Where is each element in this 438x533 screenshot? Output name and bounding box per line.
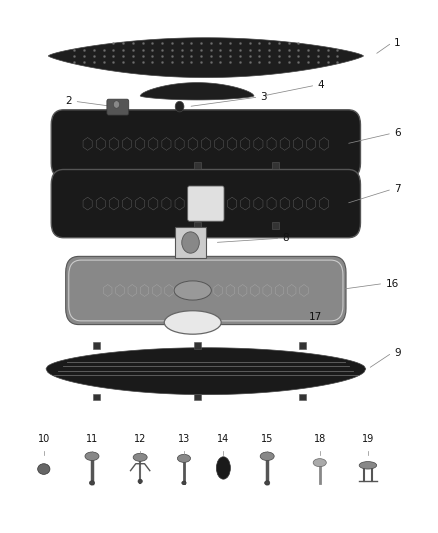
Text: 12: 12 [134,434,146,444]
Bar [194,393,201,400]
Text: 1: 1 [394,38,401,47]
Ellipse shape [89,481,95,485]
Text: 14: 14 [217,434,230,444]
Text: 10: 10 [38,434,50,444]
Text: 7: 7 [394,184,401,194]
Text: 9: 9 [394,348,401,358]
Polygon shape [48,38,364,77]
Bar [299,342,306,349]
Text: 3: 3 [261,92,267,102]
Text: 13: 13 [178,434,190,444]
Bar [194,342,201,349]
Ellipse shape [265,481,270,485]
Ellipse shape [359,462,377,469]
Ellipse shape [38,464,50,474]
Circle shape [113,101,120,108]
Ellipse shape [260,452,274,461]
Text: 19: 19 [362,434,374,444]
Ellipse shape [313,458,326,467]
Ellipse shape [216,457,230,479]
Polygon shape [140,83,254,100]
Bar [93,393,100,400]
FancyBboxPatch shape [66,256,346,325]
FancyBboxPatch shape [51,110,360,178]
Ellipse shape [85,452,99,461]
Text: 8: 8 [283,233,289,243]
Text: 16: 16 [385,279,399,288]
Text: 4: 4 [318,80,324,90]
Ellipse shape [133,453,147,461]
Circle shape [175,101,184,112]
Ellipse shape [164,311,221,334]
Circle shape [182,232,199,253]
Bar [93,342,100,349]
Ellipse shape [174,281,211,300]
Ellipse shape [138,479,142,483]
FancyBboxPatch shape [107,99,129,115]
Bar [272,222,279,229]
FancyBboxPatch shape [175,227,206,258]
Ellipse shape [182,481,186,485]
Text: 15: 15 [261,434,273,444]
Bar [194,222,201,229]
Text: 2: 2 [66,96,72,106]
Text: 11: 11 [86,434,98,444]
Polygon shape [46,348,366,394]
Bar [299,393,306,400]
Ellipse shape [177,454,191,462]
FancyBboxPatch shape [51,169,360,238]
Bar [194,162,201,169]
Text: 18: 18 [314,434,326,444]
Bar [272,162,279,169]
Text: 6: 6 [394,128,401,138]
Text: 17: 17 [309,312,322,322]
FancyBboxPatch shape [187,186,224,221]
